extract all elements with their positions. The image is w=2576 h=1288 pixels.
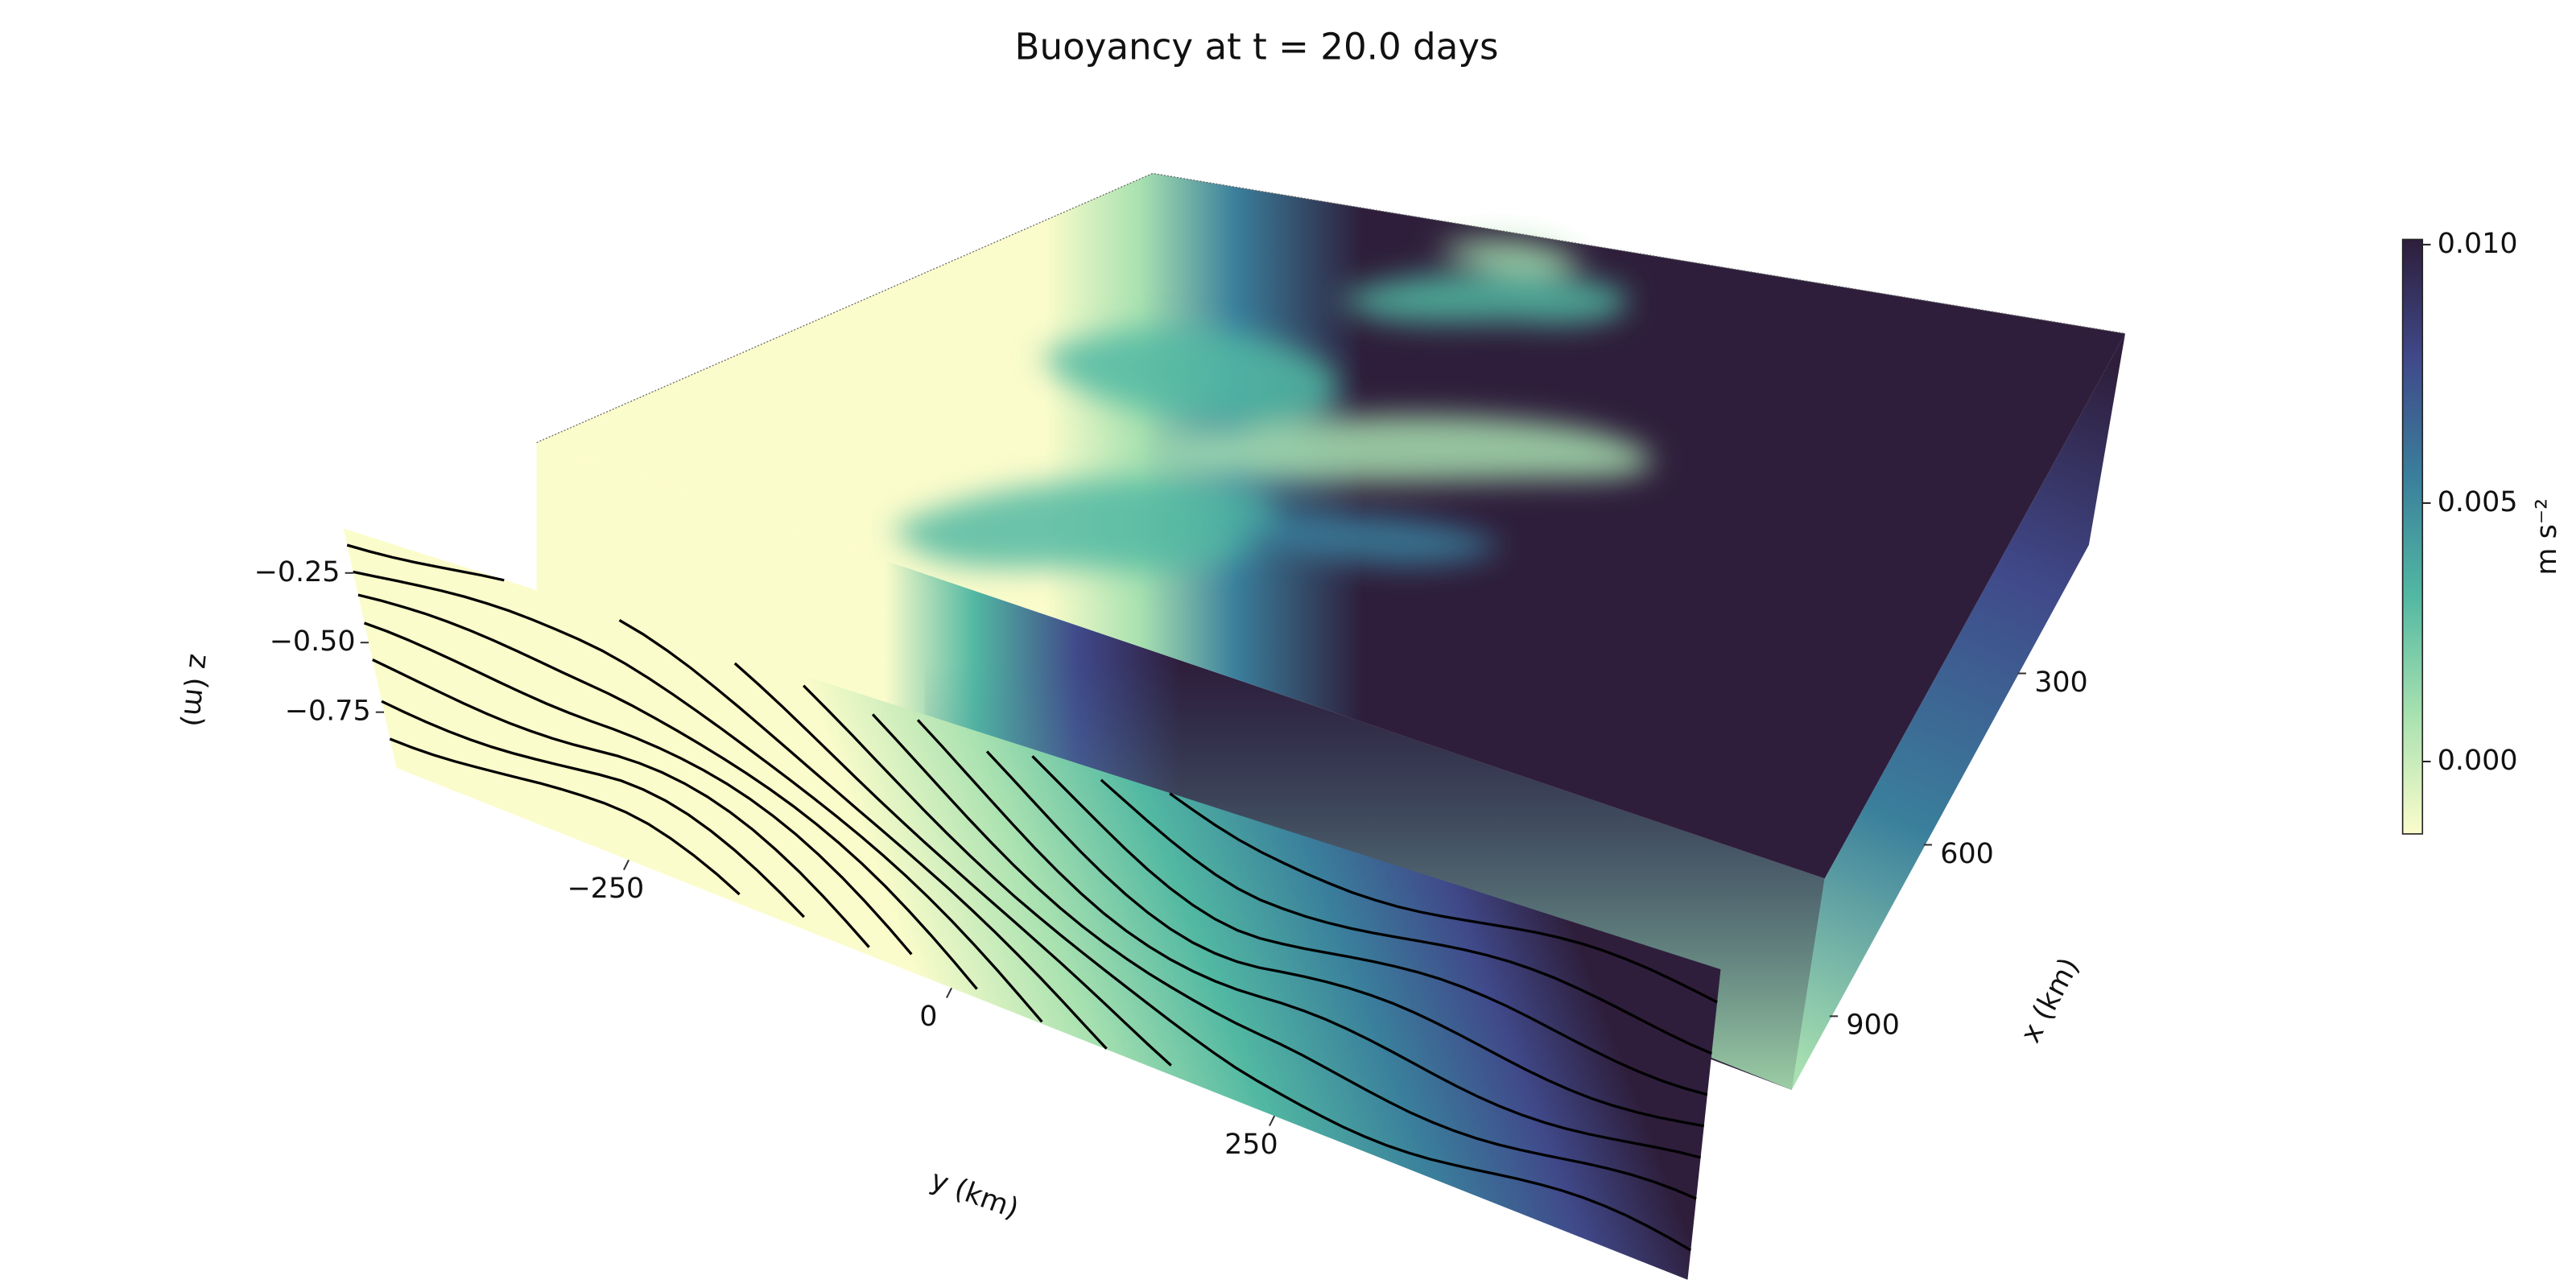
y-tick-label: 250 <box>1224 1129 1278 1161</box>
contour-line <box>381 700 805 919</box>
z-tick-label: −0.50 <box>270 625 356 658</box>
x-axis-label: x (km) <box>2015 952 2086 1048</box>
contour-line <box>871 713 1697 1200</box>
contour-line <box>916 719 1702 1159</box>
plume <box>1139 415 1652 482</box>
y-tick-label: −250 <box>567 873 644 905</box>
y-tick-label: 0 <box>919 1001 937 1033</box>
slice <box>343 528 1721 1280</box>
contour-line <box>985 750 1705 1128</box>
contour-line <box>802 684 1692 1252</box>
contour-line <box>1100 778 1713 1055</box>
z-tick-label: −0.25 <box>254 556 341 588</box>
y-axis-label: y (km) <box>927 1164 1023 1225</box>
box-right-face <box>1791 333 2126 1090</box>
contour-line <box>346 543 505 582</box>
y-tick <box>622 859 630 871</box>
plot-area: Buoyancy at t = 20.0 days 300 600 900 −250 0… <box>175 26 2563 1280</box>
contour-line <box>363 621 913 956</box>
chart-title: Buoyancy at t = 20.0 days <box>1015 26 1499 68</box>
plume-texture <box>891 239 1652 571</box>
y-tick <box>1269 1115 1276 1127</box>
contour-line <box>1169 792 1718 1004</box>
colorbar-tick-label: 0.005 <box>2438 486 2518 518</box>
colorbar-label: m s⁻² <box>2531 498 2563 576</box>
z-tick-label: −0.75 <box>285 696 371 728</box>
x-tick-label: 300 <box>2034 667 2088 699</box>
colorbar-tick-label: 0.000 <box>2438 745 2518 777</box>
colorbar-tick-label: 0.010 <box>2438 228 2518 260</box>
y-tick <box>946 987 952 999</box>
contour-line <box>618 619 1108 1050</box>
contour-line <box>389 737 741 896</box>
contour-line <box>372 658 870 948</box>
plume <box>1221 514 1503 566</box>
contour-line <box>353 570 1043 1023</box>
contour-line <box>733 662 1172 1067</box>
plume <box>891 478 1277 571</box>
colorbar <box>2401 238 2424 835</box>
plume <box>1040 328 1339 425</box>
contour-line <box>1031 755 1708 1096</box>
plume <box>1337 271 1628 324</box>
plume <box>1436 239 1586 275</box>
x-tick-label: 900 <box>1846 1009 1900 1042</box>
x-tick-label: 600 <box>1940 838 1994 870</box>
contour-line <box>357 593 978 990</box>
z-axis-label: z (m) <box>175 652 215 728</box>
